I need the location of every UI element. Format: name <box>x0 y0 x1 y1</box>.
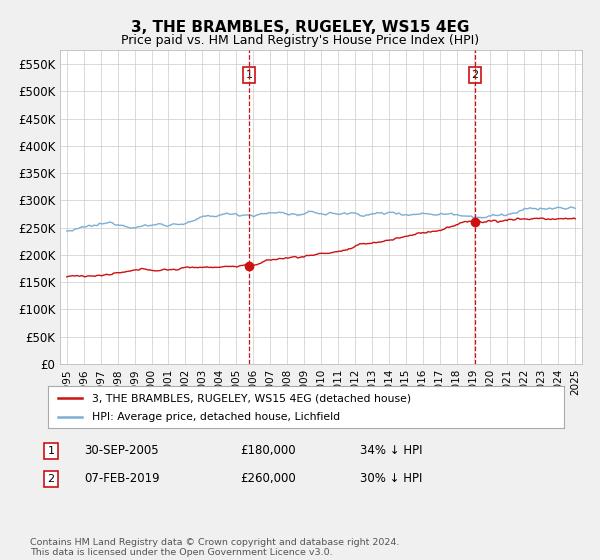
Text: 2: 2 <box>472 70 478 80</box>
Text: 1: 1 <box>47 446 55 456</box>
Text: 34% ↓ HPI: 34% ↓ HPI <box>360 444 422 458</box>
Text: 3, THE BRAMBLES, RUGELEY, WS15 4EG: 3, THE BRAMBLES, RUGELEY, WS15 4EG <box>131 20 469 35</box>
Text: £260,000: £260,000 <box>240 472 296 486</box>
Text: HPI: Average price, detached house, Lichfield: HPI: Average price, detached house, Lich… <box>92 412 340 422</box>
Text: £180,000: £180,000 <box>240 444 296 458</box>
Text: 07-FEB-2019: 07-FEB-2019 <box>84 472 160 486</box>
Text: 1: 1 <box>245 70 253 80</box>
Text: 30% ↓ HPI: 30% ↓ HPI <box>360 472 422 486</box>
Text: 30-SEP-2005: 30-SEP-2005 <box>84 444 158 458</box>
Text: 3, THE BRAMBLES, RUGELEY, WS15 4EG (detached house): 3, THE BRAMBLES, RUGELEY, WS15 4EG (deta… <box>92 393 411 403</box>
Text: 2: 2 <box>47 474 55 484</box>
Text: Contains HM Land Registry data © Crown copyright and database right 2024.
This d: Contains HM Land Registry data © Crown c… <box>30 538 400 557</box>
Text: Price paid vs. HM Land Registry's House Price Index (HPI): Price paid vs. HM Land Registry's House … <box>121 34 479 46</box>
